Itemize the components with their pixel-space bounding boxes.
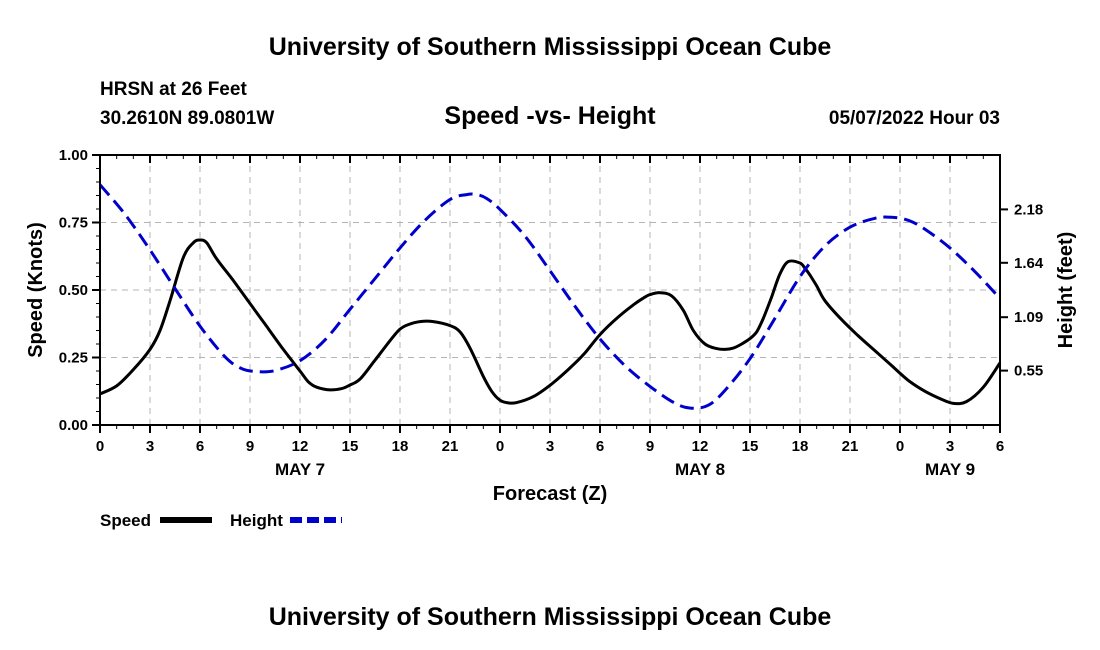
- x-tick-label: 21: [442, 438, 459, 455]
- legend-speed-label: Speed: [100, 511, 151, 530]
- x-tick-label: 18: [392, 438, 409, 455]
- date-label: MAY 8: [675, 460, 725, 479]
- x-tick-label: 6: [996, 438, 1004, 455]
- x-tick-label: 15: [742, 438, 759, 455]
- y-tick-label: 1.00: [59, 147, 88, 164]
- y2-tick-label: 2.18: [1014, 201, 1043, 218]
- x-axis-label: Forecast (Z): [493, 483, 607, 505]
- footer-title: University of Southern Mississippi Ocean…: [269, 603, 832, 631]
- y-tick-label: 0.00: [59, 417, 88, 434]
- y2-tick-label: 1.64: [1014, 255, 1044, 272]
- main-title: University of Southern Mississippi Ocean…: [269, 33, 832, 61]
- series-lines: [98, 183, 1002, 410]
- x-tick-label: 9: [246, 438, 254, 455]
- series-line-speed: [99, 238, 1002, 406]
- datetime-label: 05/07/2022 Hour 03: [829, 108, 1000, 129]
- legend-height-label: Height: [230, 511, 283, 530]
- chart-title: Speed -vs- Height: [444, 102, 656, 130]
- x-tick-label: 9: [646, 438, 654, 455]
- axis-ticks: 0 3 6 9 12 15 18 21 0 3 6 9 12 15 18 21 0 3 6 MAY 7 MAY 8 MAY…: [59, 147, 1044, 479]
- x-tick-label: 3: [946, 438, 954, 455]
- x-tick-label: 18: [792, 438, 809, 455]
- location-label: 30.2610N 89.0801W: [100, 108, 274, 129]
- x-tick-label: 3: [546, 438, 554, 455]
- y2-tick-label: 1.09: [1014, 309, 1043, 326]
- x-tick-label: 0: [496, 438, 504, 455]
- station-label: HRSN at 26 Feet: [100, 79, 247, 100]
- y-tick-label: 0.25: [59, 350, 88, 367]
- legend: Speed Height: [100, 511, 342, 530]
- date-label: MAY 7: [275, 460, 325, 479]
- y-tick-label: 0.50: [59, 282, 88, 299]
- y2-axis-label: Height (feet): [1055, 232, 1077, 349]
- x-tick-label: 6: [196, 438, 204, 455]
- date-label: MAY 9: [925, 460, 975, 479]
- x-tick-label: 15: [342, 438, 359, 455]
- grid-lines: [100, 155, 1000, 425]
- x-tick-label: 12: [692, 438, 709, 455]
- y-axis-label: Speed (Knots): [25, 222, 47, 358]
- y2-tick-label: 0.55: [1014, 363, 1043, 380]
- y-tick-label: 0.75: [59, 215, 88, 232]
- x-tick-label: 12: [292, 438, 309, 455]
- x-tick-label: 6: [596, 438, 604, 455]
- x-tick-label: 3: [146, 438, 154, 455]
- x-tick-label: 0: [96, 438, 104, 455]
- x-tick-label: 21: [842, 438, 859, 455]
- x-tick-label: 0: [896, 438, 904, 455]
- series-line-height: [98, 183, 1002, 410]
